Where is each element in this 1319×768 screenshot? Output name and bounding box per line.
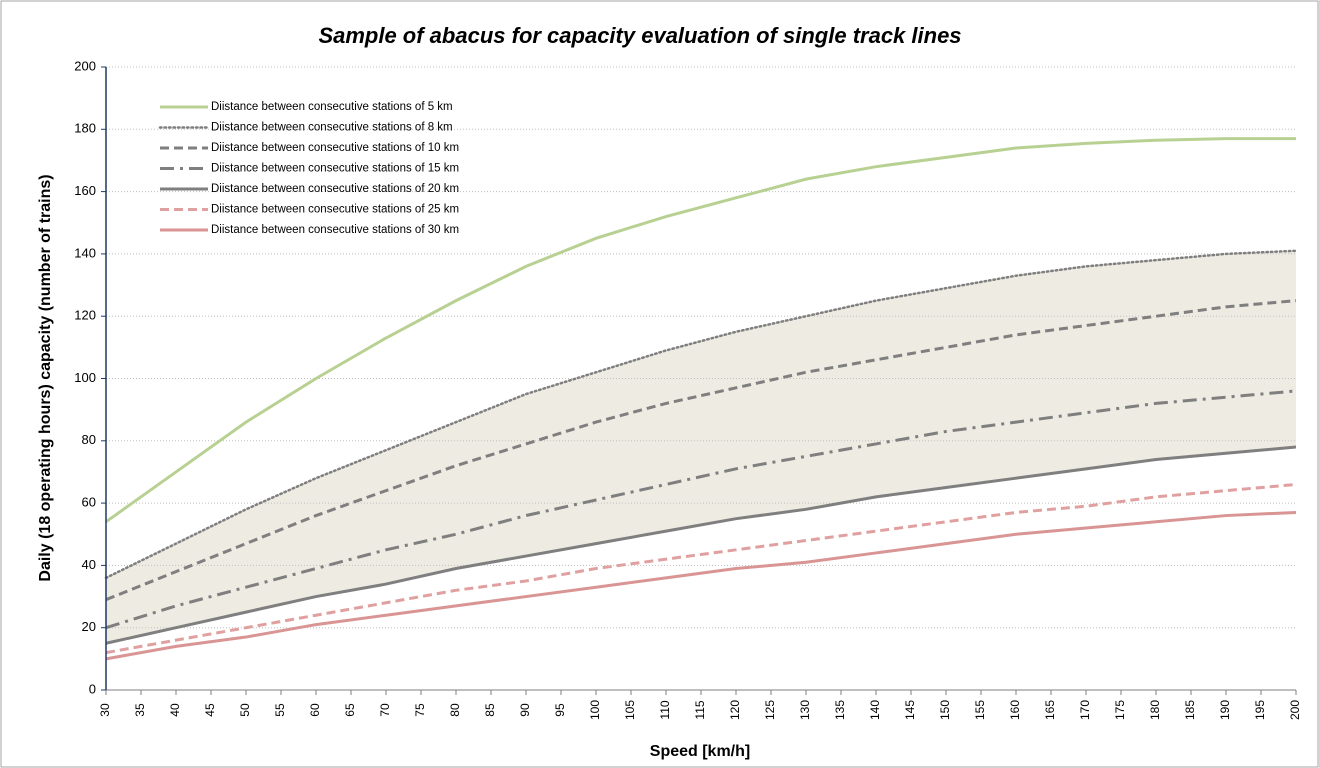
x-tick-label: 145 [903,700,917,720]
legend-label: Diistance between consecutive stations o… [211,224,459,236]
y-tick-label: 140 [74,245,96,260]
legend-label: Diistance between consecutive stations o… [211,183,459,195]
x-tick-label: 155 [973,700,987,720]
x-tick-label: 120 [728,700,742,720]
x-tick-label: 60 [308,703,322,717]
y-tick-label: 160 [74,183,96,198]
y-tick-label: 200 [74,58,96,73]
x-tick-label: 70 [378,703,392,717]
series-line [105,445,1297,645]
x-tick-label: 80 [448,703,462,717]
x-tick-label: 185 [1183,700,1197,720]
x-tick-label: 135 [833,700,847,720]
x-tick-label: 65 [343,703,357,717]
legend-label: Diistance between consecutive stations o… [211,101,453,113]
y-tick-label: 40 [82,557,96,572]
x-tick-label: 195 [1253,700,1267,720]
x-tick-label: 200 [1288,700,1302,720]
x-tick-label: 55 [273,703,287,717]
line-layer [104,137,1298,661]
x-tick-label: 105 [623,700,637,720]
y-tick-label: 180 [74,121,96,136]
x-tick-label: 30 [98,703,112,717]
y-tick-label: 60 [82,495,96,510]
series-line [105,389,1297,630]
x-tick-label: 115 [693,700,707,719]
series-line [105,137,1296,524]
y-tick-label: 80 [82,432,96,447]
chart-title: Sample of abacus for capacity evaluation… [318,23,961,48]
y-axis-label: Daily (18 operating hours) capacity (num… [37,174,54,581]
x-tick-label: 75 [413,703,427,717]
legend-label: Diistance between consecutive stations o… [211,122,453,134]
x-tick-label: 100 [588,700,602,720]
band-layer [106,250,1296,644]
x-tick-label: 35 [133,703,147,717]
capacity-band [106,250,1296,644]
y-tick-label: 0 [89,681,96,696]
legend-label: Diistance between consecutive stations o… [211,142,459,154]
x-tick-label: 160 [1008,700,1022,720]
x-tick-label: 45 [203,703,217,717]
x-tick-label: 140 [868,700,882,720]
series-line [104,249,1298,580]
x-axis-label: Speed [km/h] [650,743,750,760]
y-tick-label: 100 [74,370,96,385]
x-tick-label: 150 [938,700,952,720]
x-tick-label: 175 [1113,700,1127,720]
x-tick-label: 110 [658,700,672,719]
series-line [105,482,1297,655]
x-tick-label: 170 [1078,700,1092,720]
legend-label: Diistance between consecutive stations o… [211,204,459,216]
y-tick-label: 20 [82,619,96,634]
series-line [105,510,1297,661]
legend-label: Diistance between consecutive stations o… [211,163,459,175]
x-tick-label: 50 [238,703,252,717]
x-tick-label: 85 [483,703,497,717]
x-tick-label: 190 [1218,700,1232,720]
x-tick-label: 40 [168,703,182,717]
x-tick-label: 180 [1148,700,1162,720]
x-tick-label: 165 [1043,700,1057,720]
y-tick-label: 120 [74,308,96,323]
x-tick-label: 130 [798,700,812,720]
x-tick-label: 125 [763,700,777,720]
series-line [105,299,1297,602]
x-tick-label: 90 [518,703,532,717]
x-tick-label: 95 [553,703,567,717]
